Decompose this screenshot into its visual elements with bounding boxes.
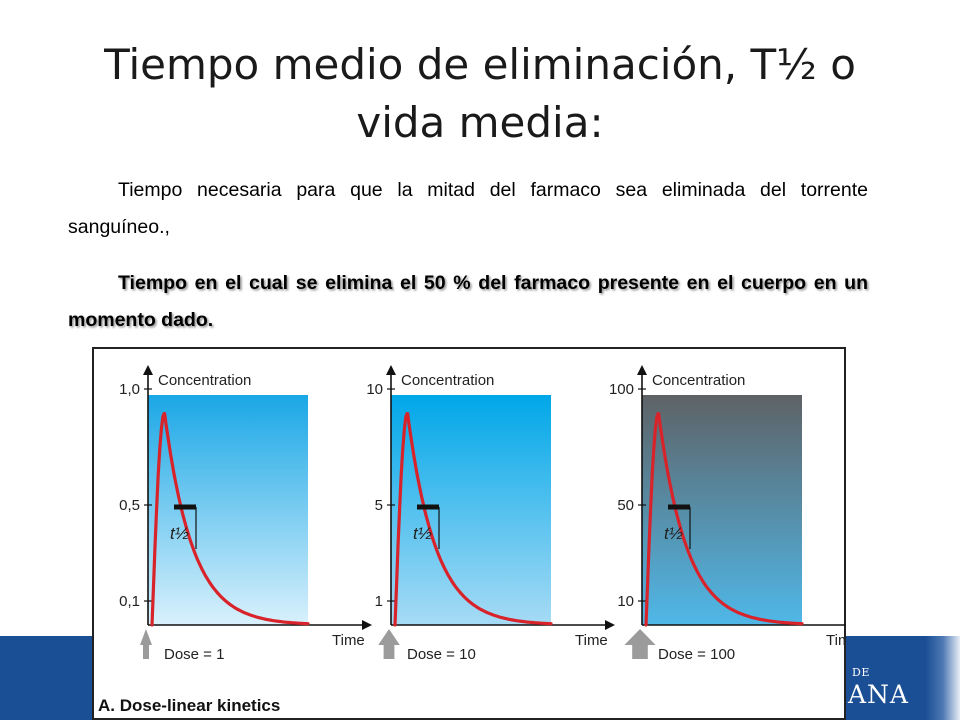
y-axis-arrow-3 [637,365,647,375]
bold-definition-paragraph: Tiempo en el cual se elimina el 50 % del… [68,265,868,339]
dose-arrow-2 [378,629,400,659]
x-axis-label-1: Time [332,632,365,649]
y-tick-label-3-3: 10 [617,593,634,610]
y-tick-label-2-2: 5 [375,497,383,514]
y-tick-label-3-1: 100 [609,381,634,398]
bold-definition-text: Tiempo en el cual se elimina el 50 % del… [68,272,868,331]
dose-label-1: Dose = 1 [164,646,224,663]
x-axis-arrow-1 [362,620,372,630]
y-axis-label-2: Concentration [401,372,494,389]
concentration-curve-3 [644,412,804,627]
y-axis-label-1: Concentration [158,372,251,389]
dose-arrow-1 [140,629,152,659]
half-life-label-3: t½ [664,524,683,543]
half-life-label-1: t½ [170,524,189,543]
dose-label-2: Dose = 10 [407,646,476,663]
y-tick-label-1-2: 0,5 [119,497,140,514]
footer-band-left [0,636,92,720]
footer-logo: DE ANA [846,636,960,720]
logo-fold-shape [926,636,960,720]
x-axis-arrow-2 [605,620,615,630]
definition-text: Tiempo necesaria para que la mitad del f… [68,179,868,238]
logo-big-text: ANA [848,680,909,709]
kinetics-figure: Concentration Time 1,0 0,5 0,1 t½ Dose = 1 Conc… [92,347,846,720]
x-axis-label-3: Time [826,632,846,649]
y-axis-arrow-1 [143,365,153,375]
half-life-label-2: t½ [413,524,432,543]
y-tick-label-1-1: 1,0 [119,381,140,398]
logo-small-text: DE [852,666,870,679]
plot-background-3 [642,395,802,625]
y-axis-label-3: Concentration [652,372,745,389]
slide-title: Tiempo medio de eliminación, T½ o vida m… [104,40,856,147]
y-axis-arrow-2 [386,365,396,375]
y-tick-label-2-3: 1 [375,593,383,610]
plot-background-2 [391,395,551,625]
dose-label-3: Dose = 100 [658,646,735,663]
figure-caption: A. Dose-linear kinetics [98,696,280,715]
plot-background-1 [148,395,308,625]
x-axis-label-2: Time [575,632,608,649]
y-tick-label-2-1: 10 [366,381,383,398]
concentration-curve-2 [393,412,553,627]
y-tick-label-3-2: 50 [617,497,634,514]
concentration-curve-1 [150,412,310,627]
definition-paragraph: Tiempo necesaria para que la mitad del f… [68,172,868,246]
y-tick-label-1-3: 0,1 [119,593,140,610]
kinetics-chart: Concentration Time 1,0 0,5 0,1 t½ Dose = 1 Conc… [92,347,846,720]
dose-arrow-3 [624,629,656,659]
